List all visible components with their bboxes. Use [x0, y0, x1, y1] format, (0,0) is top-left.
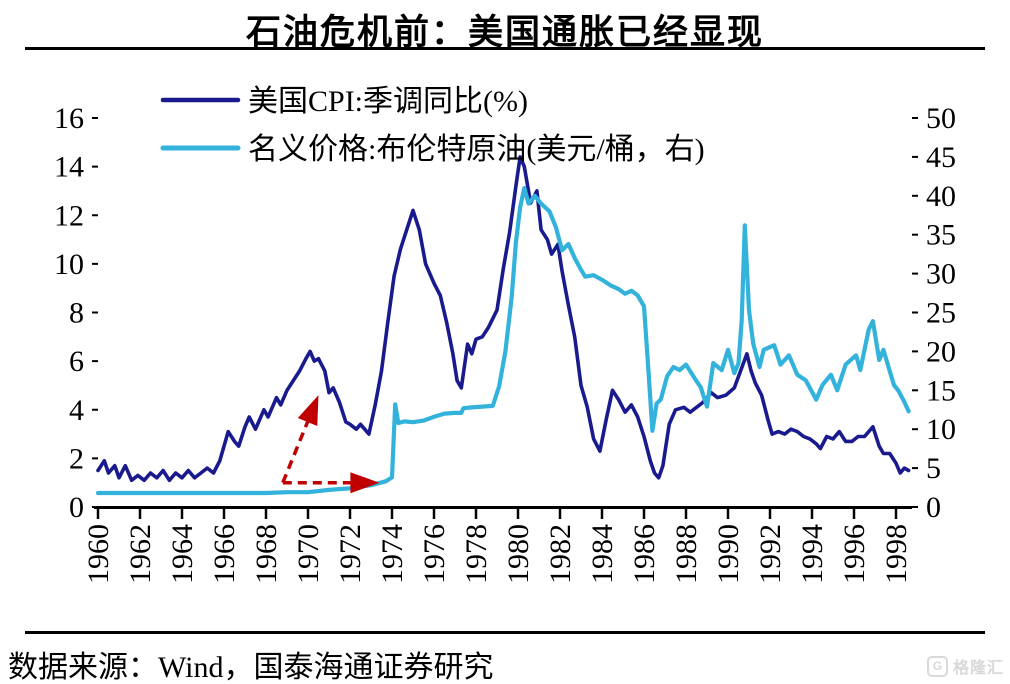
annotation-arrow-shaft: [281, 418, 311, 484]
y-left-tick-label: 10: [54, 248, 84, 281]
y-right-tick-label: 40: [926, 180, 956, 213]
x-axis-tick-label: 1990: [712, 524, 745, 584]
y-right-tick-label: 45: [926, 141, 956, 174]
y-left-tick-label: 0: [69, 491, 84, 524]
brent-series-line: [95, 185, 911, 496]
x-axis-tick-label: 1996: [838, 524, 871, 584]
cpi-series-line: [96, 155, 911, 483]
x-axis-tick-label: 1988: [670, 524, 703, 584]
y-right-tick-label: 5: [926, 452, 941, 485]
y-left-tick-label: 4: [69, 394, 84, 427]
watermark-g-icon: G: [926, 655, 948, 677]
legend-cpi-label: 美国CPI:季调同比(%): [248, 85, 528, 118]
y-left-tick-label: 6: [69, 345, 84, 378]
x-axis-tick-label: 1968: [250, 524, 283, 584]
x-axis-tick-label: 1962: [124, 524, 157, 584]
x-axis-tick-label: 1992: [754, 524, 787, 584]
x-axis-tick-label: 1984: [586, 524, 619, 584]
x-axis-tick-label: 1994: [796, 524, 829, 584]
x-axis-tick-label: 1986: [628, 524, 661, 584]
page-title: 石油危机前：美国通胀已经显现: [245, 13, 764, 52]
y-right-tick-label: 35: [926, 219, 956, 252]
x-axis-tick-label: 1978: [460, 524, 493, 584]
x-axis-tick-label: 1964: [166, 524, 199, 584]
footer-divider: [25, 631, 985, 634]
y-left-tick-label: 8: [69, 297, 84, 330]
source-note: 数据来源：Wind，国泰海通证券研究: [8, 651, 494, 684]
annotation-arrow-head: [297, 395, 319, 426]
annotation-arrow-head: [350, 472, 380, 494]
watermark-text: 格隆汇: [952, 660, 1004, 677]
y-left-tick-label: 12: [54, 199, 84, 232]
y-right-tick-label: 10: [926, 413, 956, 446]
y-right-tick-label: 50: [926, 102, 956, 135]
y-right-tick-label: 20: [926, 335, 956, 368]
title-divider: [25, 47, 985, 50]
x-axis-tick-label: 1976: [418, 524, 451, 584]
y-right-tick-label: 15: [926, 374, 956, 407]
y-right-tick-label: 25: [926, 297, 956, 330]
x-axis-tick-label: 1974: [376, 524, 409, 584]
x-axis-tick-label: 1972: [334, 524, 367, 584]
y-left-tick-label: 16: [54, 102, 84, 135]
watermark-logo: G 格隆汇: [926, 654, 1004, 678]
x-axis-tick-label: 1980: [502, 524, 535, 584]
x-axis-tick-label: 1970: [292, 524, 325, 584]
x-axis-tick-label: 1998: [880, 524, 913, 584]
x-axis-tick-label: 1960: [82, 524, 115, 584]
x-axis-tick-label: 1982: [544, 524, 577, 584]
legend-brent-label: 名义价格:布伦特原油(美元/桶，右): [248, 133, 705, 166]
y-left-tick-label: 2: [69, 442, 84, 475]
y-right-tick-label: 30: [926, 258, 956, 291]
y-left-tick-label: 14: [54, 151, 84, 184]
y-right-tick-label: 0: [926, 491, 941, 524]
x-axis-tick-label: 1966: [208, 524, 241, 584]
